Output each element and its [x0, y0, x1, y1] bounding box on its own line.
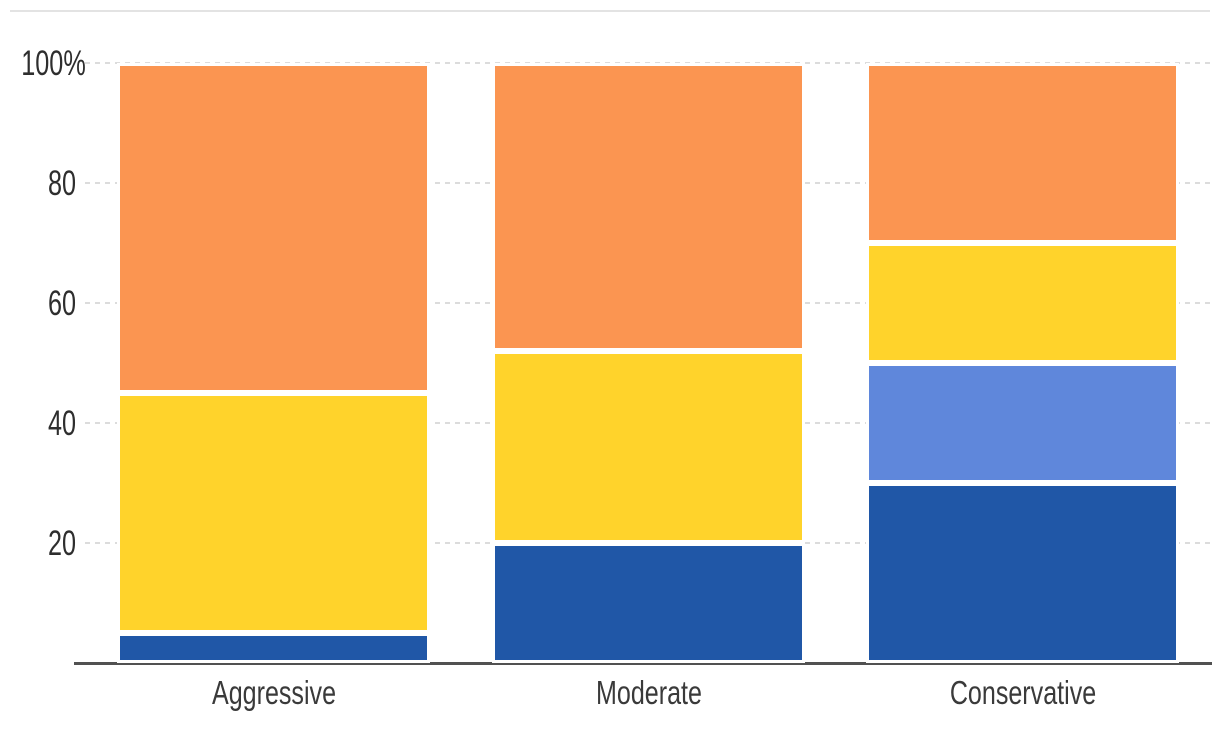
x-category-label-aggressive: Aggressive — [211, 674, 336, 711]
bar-segment-moderate-yellow[interactable] — [492, 351, 805, 543]
bar-segment-aggressive-orange[interactable] — [117, 63, 430, 393]
y-tick-label-60: 60 — [47, 284, 76, 323]
bar-segment-aggressive-dark-blue[interactable] — [117, 633, 430, 663]
bar-segment-conservative-orange[interactable] — [866, 63, 1179, 243]
top-divider-rule — [10, 10, 1210, 12]
y-tick-label-40: 40 — [47, 404, 76, 443]
bar-segment-moderate-orange[interactable] — [492, 63, 805, 351]
y-tick-label-100: 100% — [21, 44, 86, 83]
bar-segment-conservative-yellow[interactable] — [866, 243, 1179, 363]
bar-segment-moderate-dark-blue[interactable] — [492, 543, 805, 663]
x-axis-line — [74, 662, 1212, 665]
x-category-label-moderate: Moderate — [595, 674, 702, 711]
bar-segment-aggressive-yellow[interactable] — [117, 393, 430, 633]
bar-conservative — [866, 63, 1179, 663]
x-category-label-conservative: Conservative — [949, 674, 1096, 711]
bar-segment-conservative-light-blue[interactable] — [866, 363, 1179, 483]
bar-segment-conservative-dark-blue[interactable] — [866, 483, 1179, 663]
y-tick-label-80: 80 — [47, 164, 76, 203]
y-tick-label-20: 20 — [47, 524, 76, 563]
bar-moderate — [492, 63, 805, 663]
bar-aggressive — [117, 63, 430, 663]
